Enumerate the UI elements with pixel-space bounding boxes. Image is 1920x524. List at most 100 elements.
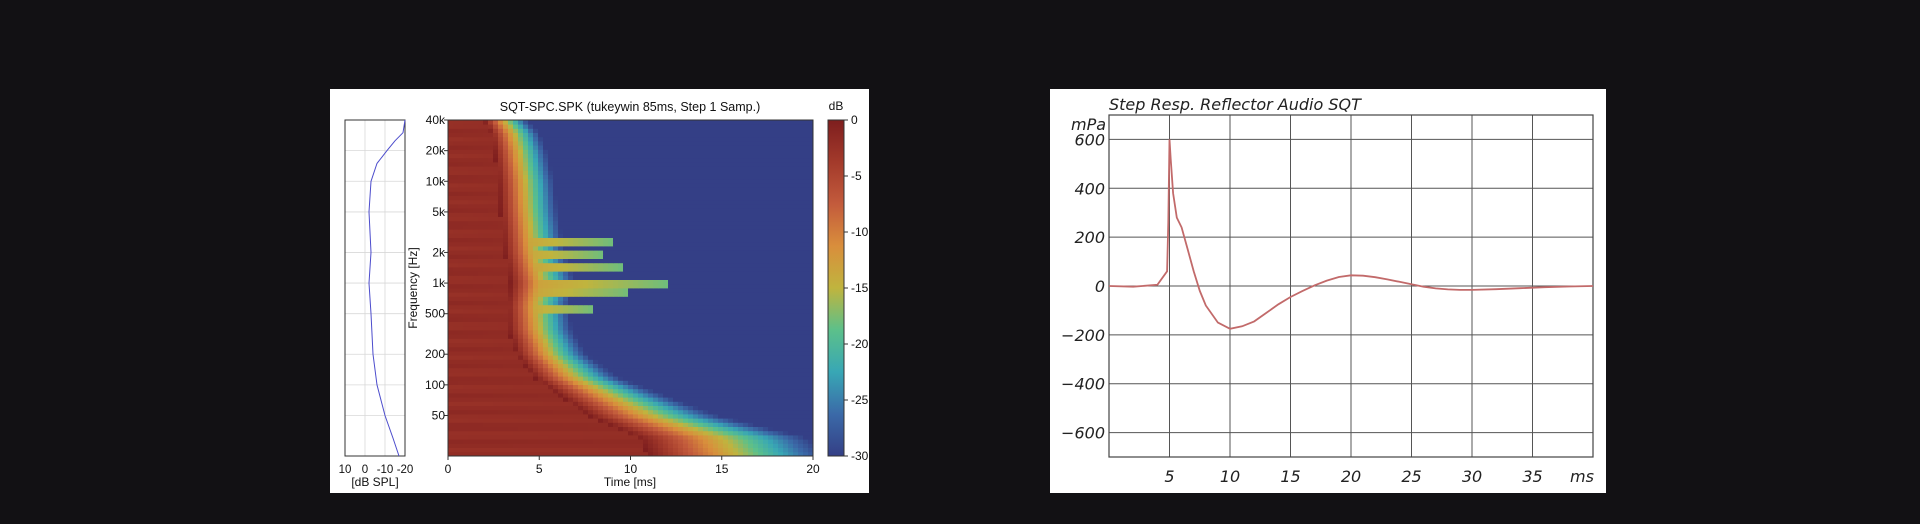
- heatmap-cell: [528, 279, 534, 285]
- heatmap-cell: [633, 304, 639, 310]
- heatmap-cell: [678, 355, 684, 360]
- heatmap-cell: [523, 241, 529, 247]
- heatmap-cell: [528, 212, 534, 217]
- heatmap-cell: [668, 279, 674, 285]
- heatmap-cell: [758, 216, 764, 222]
- heatmap-cell: [753, 296, 759, 301]
- heatmap-cell: [683, 451, 689, 457]
- heatmap-cell: [528, 397, 534, 402]
- heatmap-cell: [453, 191, 459, 196]
- heatmap-cell: [578, 296, 584, 301]
- heatmap-cell: [753, 451, 759, 457]
- heatmap-cell: [628, 451, 634, 457]
- heatmap-cell: [658, 271, 664, 276]
- heatmap-cell: [663, 405, 669, 411]
- heatmap-cell: [763, 338, 769, 343]
- heatmap-cell: [588, 409, 594, 415]
- heatmap-cell: [448, 313, 454, 318]
- heatmap-cell: [808, 338, 814, 343]
- heatmap-cell: [563, 451, 569, 457]
- heatmap-cell: [508, 250, 514, 255]
- heatmap-cell: [788, 279, 794, 285]
- heatmap-cell: [718, 317, 724, 322]
- heatmap-cell: [733, 225, 739, 230]
- heatmap-cell: [753, 372, 759, 377]
- heatmap-cell: [503, 246, 509, 251]
- heatmap-cell: [448, 304, 454, 310]
- heatmap-cell: [793, 397, 799, 402]
- heatmap-cell: [798, 325, 804, 331]
- heatmap-cell: [648, 321, 654, 327]
- heatmap-cell: [808, 359, 814, 364]
- heatmap-cell: [693, 414, 699, 419]
- heatmap-cell: [473, 250, 479, 255]
- heatmap-cell: [773, 334, 779, 339]
- heatmap-cell: [533, 338, 539, 343]
- heatmap-cell: [693, 330, 699, 335]
- heatmap-cell: [563, 195, 569, 201]
- heatmap-cell: [703, 330, 709, 335]
- heatmap-cell: [568, 367, 574, 373]
- heatmap-cell: [478, 271, 484, 276]
- heatmap-cell: [743, 275, 749, 280]
- heatmap-cell: [463, 237, 469, 243]
- heatmap-cell: [553, 367, 559, 373]
- heatmap-cell: [723, 321, 729, 327]
- heatmap-cell: [613, 418, 619, 423]
- heatmap-cell: [508, 183, 514, 188]
- heatmap-cell: [678, 397, 684, 402]
- heatmap-cell: [448, 418, 454, 423]
- heatmap-cell: [793, 355, 799, 360]
- heatmap-cell: [568, 229, 574, 234]
- heatmap-cell: [793, 435, 799, 440]
- heatmap-cell: [578, 199, 584, 205]
- heatmap-cell: [683, 216, 689, 222]
- heatmap-cell: [598, 401, 604, 406]
- heatmap-cell: [553, 279, 559, 285]
- heatmap-cell: [453, 262, 459, 268]
- heatmap-cell: [513, 225, 519, 230]
- heatmap-cell: [678, 317, 684, 322]
- heatmap-cell: [568, 199, 574, 205]
- heatmap-cell: [503, 208, 509, 213]
- heatmap-cell: [508, 372, 514, 377]
- heatmap-cell: [718, 330, 724, 335]
- heatmap-cell: [598, 330, 604, 335]
- heatmap-cell: [658, 359, 664, 364]
- heatmap-cell: [688, 229, 694, 234]
- heatmap-cell: [808, 212, 814, 217]
- heatmap-cell: [703, 229, 709, 234]
- heatmap-cell: [773, 283, 779, 289]
- heatmap-cell: [468, 397, 474, 402]
- heatmap-cell: [563, 367, 569, 373]
- heatmap-cell: [768, 409, 774, 415]
- heatmap-cell: [523, 414, 529, 419]
- heatmap-cell: [673, 397, 679, 402]
- heatmap-cell: [523, 367, 529, 373]
- heatmap-cell: [523, 439, 529, 444]
- heatmap-cell: [803, 330, 809, 335]
- heatmap-cell: [533, 363, 539, 369]
- heatmap-cell: [663, 199, 669, 205]
- heatmap-cell: [563, 439, 569, 444]
- heatmap-cell: [598, 325, 604, 331]
- heatmap-cell: [663, 288, 669, 293]
- heatmap-cell: [468, 334, 474, 339]
- heatmap-cell: [763, 183, 769, 188]
- heatmap-cell: [458, 363, 464, 369]
- heatmap-cell: [558, 241, 564, 247]
- heatmap-cell: [653, 351, 659, 356]
- heatmap-cell: [598, 346, 604, 352]
- heatmap-cell: [518, 204, 524, 209]
- heatmap-cell: [573, 254, 579, 259]
- heatmap-cell: [693, 246, 699, 251]
- heatmap-cell: [748, 325, 754, 331]
- heatmap-cell: [628, 435, 634, 440]
- heatmap-cell: [788, 325, 794, 331]
- heatmap-cell: [558, 397, 564, 402]
- heatmap-cell: [453, 174, 459, 180]
- heatmap-cell: [618, 246, 624, 251]
- heatmap-cell: [488, 225, 494, 230]
- heatmap-cell: [788, 380, 794, 385]
- heatmap-cell: [658, 393, 664, 398]
